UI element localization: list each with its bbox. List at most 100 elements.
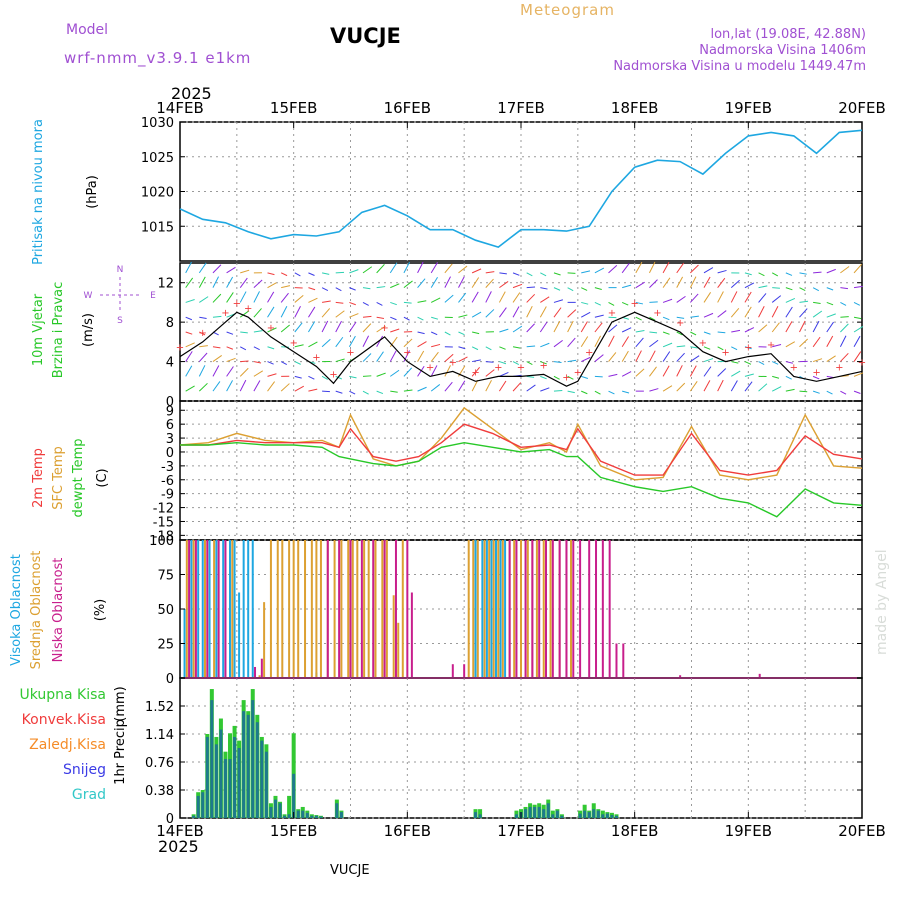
precip-snow-bar — [560, 816, 563, 818]
legend-frz: Zaledj.Kisa — [29, 737, 106, 753]
wind-arrow — [581, 271, 590, 273]
wind-gust-marker: + — [176, 343, 184, 354]
wind-arrow — [268, 273, 275, 275]
wind-arrow — [486, 272, 495, 273]
wind-arrow — [568, 360, 577, 361]
wind-arrow — [499, 381, 506, 391]
wind-arrow — [322, 288, 328, 291]
wind-arrow — [772, 306, 778, 317]
y-tick-label: 1.52 — [145, 700, 174, 715]
precip-unit: (mm) — [113, 686, 128, 721]
y-tick-label: 25 — [157, 638, 174, 653]
wind-arrow — [731, 280, 739, 287]
wind-arrow — [254, 347, 260, 350]
wind-arrow — [472, 332, 479, 334]
wind-arrow — [445, 332, 451, 335]
wind-arrow — [404, 390, 413, 391]
wind-gust-marker: + — [562, 372, 570, 383]
wind-arrow — [540, 273, 546, 276]
wind-arrow — [840, 288, 848, 289]
wind-gust-marker: + — [767, 340, 775, 351]
wind-arrow — [281, 286, 290, 288]
wind-gust-marker: + — [471, 367, 479, 378]
wind-arrow — [581, 321, 587, 332]
precip-snow-bar — [479, 814, 482, 818]
precip-snow-bar — [292, 774, 295, 818]
wind-arrow — [281, 306, 287, 317]
wind-arrow — [595, 315, 604, 317]
wind-arrow — [799, 288, 805, 291]
wind-arrow — [472, 292, 478, 303]
precip-snow-bar — [215, 744, 218, 818]
wind-gust-marker: + — [449, 358, 457, 369]
wind-arrow — [418, 351, 424, 362]
wind-arrow — [581, 288, 587, 291]
wind-arrow — [663, 317, 669, 319]
year-bottom: 2025 — [158, 837, 199, 856]
footer-station: VUCJE — [330, 863, 370, 878]
wind-arrow — [581, 376, 588, 378]
wind-gust-marker: + — [653, 308, 661, 319]
wind-arrow — [308, 389, 317, 391]
precip-snow-bar — [210, 700, 213, 818]
wind-gust-marker: + — [744, 343, 752, 354]
wind-arrow — [731, 308, 739, 317]
wind-arrow — [609, 391, 615, 394]
precip-snow-bar — [340, 812, 343, 818]
wind-arrow — [527, 287, 535, 288]
wind-arrow — [472, 277, 479, 287]
precip-snow-bar — [310, 816, 313, 818]
wind-arrow — [568, 391, 575, 392]
wind-arrow — [336, 302, 344, 303]
wind-arrow — [527, 306, 533, 317]
wind-arrow — [295, 386, 304, 391]
legend-conv: Konvek.Kisa — [22, 712, 106, 728]
y-tick-label: 1.14 — [145, 728, 174, 743]
wind-arrow — [854, 317, 861, 318]
x-tick-label-bottom: 16FEB — [384, 822, 431, 840]
wind-title-1: 10m Vjetar — [31, 293, 46, 366]
precip-snow-bar — [269, 807, 272, 818]
pressure-title: Pritisak na nivou mora — [31, 119, 46, 265]
wind-arrow — [690, 265, 698, 273]
wind-arrow — [663, 366, 669, 377]
model-label: Model — [66, 22, 108, 38]
wind-arrow — [240, 347, 246, 350]
wind-arrow — [772, 288, 780, 289]
precip-snow-bar — [524, 809, 527, 818]
wind-arrow — [513, 273, 519, 275]
compass-south: S — [117, 316, 123, 326]
y-tick-label: -12 — [153, 502, 174, 517]
wind-arrow — [499, 347, 505, 350]
y-tick-label: 100 — [149, 534, 174, 549]
wind-arrow — [663, 386, 672, 391]
wind-arrow — [295, 295, 303, 302]
precip-snow-bar — [242, 711, 245, 818]
precip-snow-bar — [592, 809, 595, 818]
wind-arrow — [254, 380, 260, 391]
wind-arrow — [854, 336, 860, 347]
x-tick-label-bottom: 20FEB — [838, 822, 885, 840]
wind-arrow — [690, 316, 699, 317]
wind-arrow — [527, 294, 535, 302]
wind-arrow — [581, 302, 588, 304]
wind-arrow — [663, 278, 670, 288]
wind-arrow — [458, 266, 467, 273]
wind-gust-marker: + — [608, 308, 616, 319]
wind-arrow — [554, 300, 563, 303]
wind-arrow — [786, 298, 795, 302]
wind-arrow — [527, 324, 535, 332]
wind-arrow — [622, 302, 628, 305]
wind-arrow — [622, 285, 631, 288]
precip-snow-bar — [197, 796, 200, 818]
wind-gust-marker: + — [721, 348, 729, 359]
wind-arrow — [799, 391, 807, 392]
wind-arrow — [254, 371, 263, 377]
wind-gust-marker: + — [233, 298, 241, 309]
wind-arrow — [390, 302, 396, 304]
precip-snow-bar — [247, 715, 250, 818]
wind-gust-marker: + — [517, 362, 525, 373]
wind-arrow — [336, 337, 343, 347]
wind-arrow — [718, 278, 725, 287]
